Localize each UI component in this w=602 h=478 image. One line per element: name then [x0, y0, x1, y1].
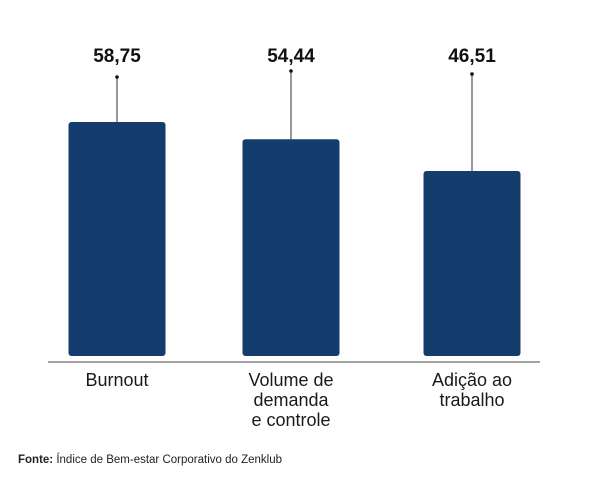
bar-2	[423, 171, 521, 356]
marker-dot-1	[289, 69, 293, 73]
marker-dot-2	[470, 72, 474, 76]
source-note: Fonte: Índice de Bem-estar Corporativo d…	[18, 454, 282, 466]
value-label-2: 46,51	[448, 46, 496, 67]
category-label-1-2: e controle	[251, 410, 330, 430]
category-label-0-0: Burnout	[85, 370, 148, 390]
category-label-1-0: Volume de	[248, 370, 333, 390]
source-text: Índice de Bem-estar Corporativo do Zenkl…	[56, 454, 282, 466]
value-label-1: 54,44	[267, 46, 315, 67]
category-label-2-1: trabalho	[439, 390, 504, 410]
bars-group	[68, 69, 521, 356]
source-label: Fonte:	[18, 454, 54, 466]
marker-dot-0	[115, 75, 119, 79]
category-label-2-0: Adição ao	[432, 370, 512, 390]
bar-0	[68, 122, 166, 356]
category-label-1-1: demanda	[253, 390, 329, 410]
bar-1	[242, 139, 340, 356]
value-label-0: 58,75	[93, 46, 141, 67]
